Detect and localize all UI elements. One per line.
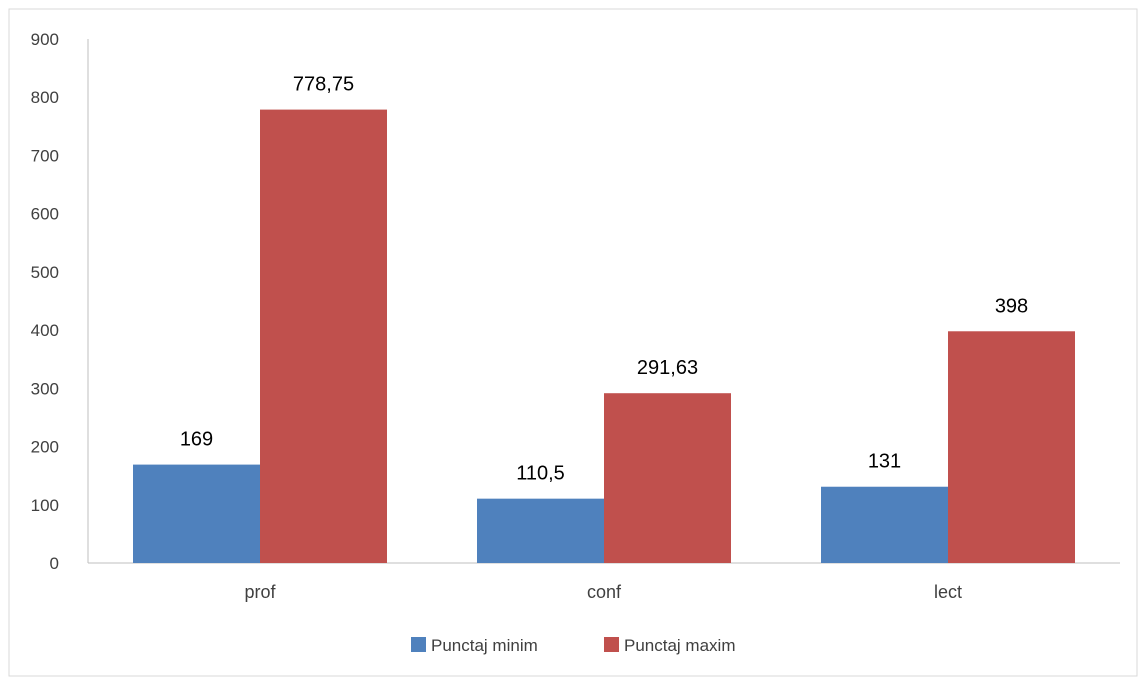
y-tick-label: 100	[31, 496, 59, 515]
data-label: 110,5	[516, 463, 565, 485]
bar-lect-series-1	[948, 331, 1075, 563]
data-label: 398	[995, 295, 1028, 317]
x-axis-category-labels: prof conf lect	[244, 582, 962, 602]
y-tick-label: 500	[31, 263, 59, 282]
data-label: 131	[868, 451, 901, 473]
y-tick-label: 800	[31, 88, 59, 107]
legend-label: Punctaj minim	[431, 636, 538, 655]
y-tick-label: 0	[50, 554, 59, 573]
category-label: prof	[244, 582, 276, 602]
y-tick-label: 200	[31, 438, 59, 457]
y-tick-label: 400	[31, 321, 59, 340]
data-label: 291,63	[637, 357, 698, 379]
bars-group	[133, 109, 1075, 563]
category-label: lect	[934, 582, 962, 602]
legend: Punctaj minim Punctaj maxim	[411, 636, 735, 655]
data-label: 778,75	[293, 74, 354, 96]
bar-conf-series-0	[477, 498, 604, 563]
legend-swatch	[604, 637, 619, 652]
data-label: 169	[180, 429, 213, 451]
bar-prof-series-0	[133, 464, 260, 563]
bar-lect-series-0	[821, 486, 948, 563]
bar-prof-series-1	[260, 109, 387, 563]
y-tick-label: 900	[31, 30, 59, 49]
category-label: conf	[587, 582, 622, 602]
y-axis-tick-labels: 0 100 200 300 400 500 600 700 800 900	[31, 30, 59, 573]
y-tick-label: 300	[31, 379, 59, 398]
y-tick-label: 600	[31, 205, 59, 224]
legend-label: Punctaj maxim	[624, 636, 735, 655]
y-tick-label: 700	[31, 146, 59, 165]
legend-swatch	[411, 637, 426, 652]
data-labels-group: 169 778,75 110,5 291,63 131 398	[180, 74, 1028, 485]
bar-conf-series-1	[604, 393, 731, 563]
